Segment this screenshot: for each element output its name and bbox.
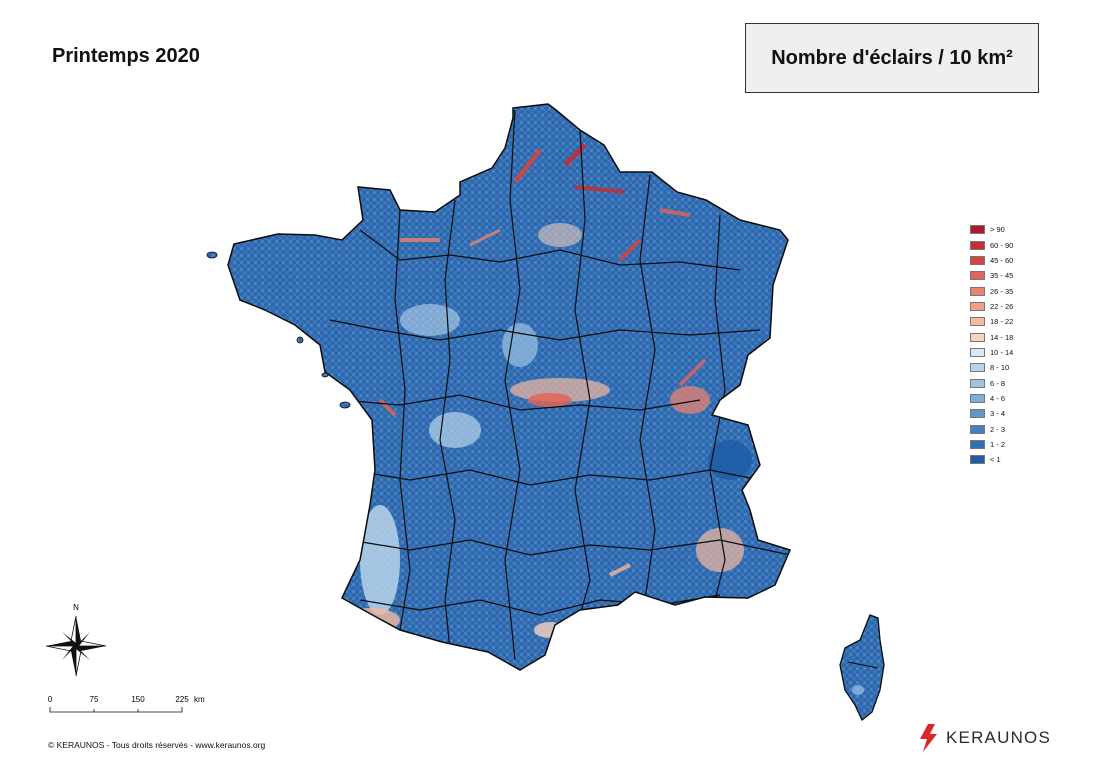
legend-swatch (970, 286, 985, 296)
islands (206, 251, 351, 409)
map-title: Printemps 2020 (52, 45, 200, 67)
scale-tick-75: 75 (90, 695, 99, 704)
legend-label: 35 - 45 (990, 271, 1014, 281)
legend-item: 3 - 4 (970, 406, 1013, 421)
legend-item: 1 - 2 (970, 437, 1013, 452)
lightning-density-patches (340, 143, 752, 638)
legend-item: 4 - 6 (970, 391, 1013, 406)
scale-tick-225: 225 (175, 695, 189, 704)
legend-swatch (970, 393, 985, 403)
legend-swatch (970, 255, 985, 265)
legend-item: 8 - 10 (970, 360, 1013, 375)
legend-label: < 1 (990, 455, 1001, 465)
brand-logo: KERAUNOS (918, 724, 1051, 752)
legend-label: > 90 (990, 225, 1005, 235)
legend-swatch (970, 455, 985, 465)
legend-item: 35 - 45 (970, 268, 1013, 283)
legend-item: 10 - 14 (970, 345, 1013, 360)
legend-swatch (970, 409, 985, 419)
legend-swatch (970, 240, 985, 250)
legend-item: 6 - 8 (970, 375, 1013, 390)
legend-item: < 1 (970, 452, 1013, 467)
legend-label: 60 - 90 (990, 240, 1014, 250)
legend-item: 26 - 35 (970, 283, 1013, 298)
legend-item: 14 - 18 (970, 329, 1013, 344)
compass-north-label: N (73, 603, 79, 612)
legend-swatch (970, 271, 985, 281)
legend-swatch (970, 424, 985, 434)
legend-item: 45 - 60 (970, 253, 1013, 268)
legend-label: 22 - 26 (990, 301, 1014, 311)
legend-label: 26 - 35 (990, 286, 1014, 296)
legend-label: 10 - 14 (990, 347, 1014, 357)
mainland-france (227, 103, 791, 671)
scale-tick-0: 0 (48, 695, 53, 704)
legend-swatch (970, 439, 985, 449)
legend-label: 3 - 4 (990, 409, 1006, 419)
corsica (839, 614, 885, 722)
scale-unit: km (194, 695, 205, 704)
legend-label: 45 - 60 (990, 255, 1014, 265)
copyright-text: © KERAUNOS - Tous droits réservés - www.… (48, 740, 266, 750)
legend-label: 14 - 18 (990, 332, 1014, 342)
legend-swatch (970, 347, 985, 357)
legend-item: > 90 (970, 222, 1013, 237)
scale-bar: 0 75 150 225 km (48, 695, 205, 713)
legend-label: 18 - 22 (990, 317, 1014, 327)
legend-label: 2 - 3 (990, 424, 1006, 434)
brand-name: KERAUNOS (946, 728, 1052, 747)
legend-label: 1 - 2 (990, 439, 1006, 449)
compass-rose: N (45, 603, 107, 677)
scale-tick-150: 150 (131, 695, 145, 704)
legend-swatch (970, 378, 985, 388)
legend-item: 22 - 26 (970, 299, 1013, 314)
legend-swatch (970, 317, 985, 327)
legend-item: 2 - 3 (970, 421, 1013, 436)
legend-label: 8 - 10 (990, 363, 1010, 373)
legend-swatch (970, 301, 985, 311)
legend-swatch (970, 332, 985, 342)
metric-title: Nombre d'éclairs / 10 km² (771, 46, 1013, 69)
metric-title-box: Nombre d'éclairs / 10 km² (745, 23, 1039, 93)
france-mainland-fill (228, 104, 790, 670)
legend-label: 4 - 6 (990, 393, 1006, 403)
legend-swatch (970, 363, 985, 373)
lightning-bolt-icon (920, 724, 937, 752)
compass-star-icon (45, 615, 107, 677)
legend-item: 60 - 90 (970, 237, 1013, 252)
legend-item: 18 - 22 (970, 314, 1013, 329)
legend-swatch (970, 225, 985, 235)
legend-label: 6 - 8 (990, 378, 1006, 388)
legend: > 90 60 - 90 45 - 60 35 - 45 26 - 35 22 - 26 1… (970, 222, 1013, 468)
corsica-shape (839, 614, 885, 722)
department-borders (329, 109, 790, 661)
